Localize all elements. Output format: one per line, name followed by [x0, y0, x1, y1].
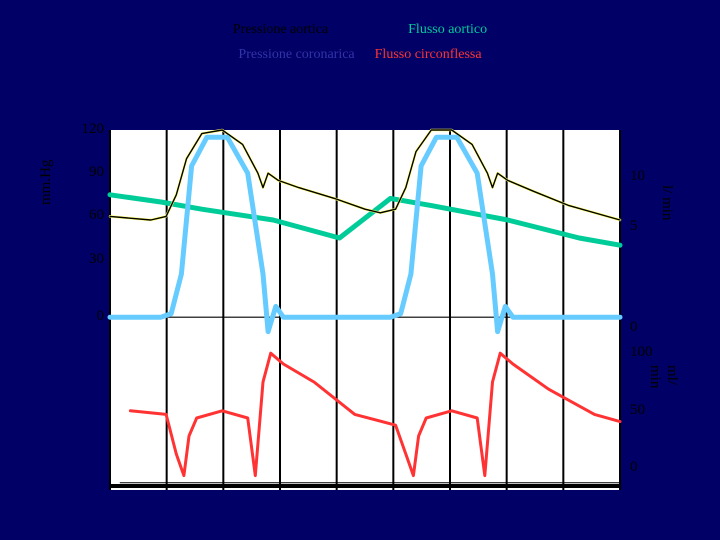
- right-tick-lower: 50: [630, 402, 645, 419]
- right-tick-lower: 100: [630, 344, 653, 361]
- right-tick-upper: 5: [630, 218, 638, 235]
- right-axis-label-lower: ml/ min: [646, 365, 680, 405]
- slide-root: Pressione aorticaFlusso aorticoPressione…: [0, 0, 720, 540]
- left-tick: 90: [89, 164, 104, 181]
- legend-item: Flusso aortico: [408, 22, 487, 38]
- left-tick: 120: [82, 121, 105, 138]
- left-axis-label: mm.Hg: [38, 160, 55, 205]
- right-tick-upper: 0: [630, 319, 638, 336]
- left-tick: 0: [97, 308, 105, 325]
- chart-svg: [110, 130, 620, 490]
- legend-row-1: Pressione aortica Flusso aortico: [0, 20, 720, 38]
- left-tick: 30: [89, 251, 104, 268]
- right-axis-label-upper: l/ min: [658, 185, 675, 220]
- chart-area: [110, 130, 620, 490]
- series-circumflex_flow: [130, 353, 620, 475]
- legend-item: Flusso circonflessa: [375, 47, 482, 63]
- legend-faint: Pressione coronarica: [238, 47, 354, 63]
- legend-item: Pressione aortica: [233, 22, 328, 38]
- left-tick: 60: [89, 207, 104, 224]
- right-tick-upper: 10: [630, 168, 645, 185]
- right-tick-lower: 0: [630, 459, 638, 476]
- series-coronary_flow_blue: [110, 137, 620, 331]
- legend-row-2: Pressione coronarica Flusso circonflessa: [0, 45, 720, 63]
